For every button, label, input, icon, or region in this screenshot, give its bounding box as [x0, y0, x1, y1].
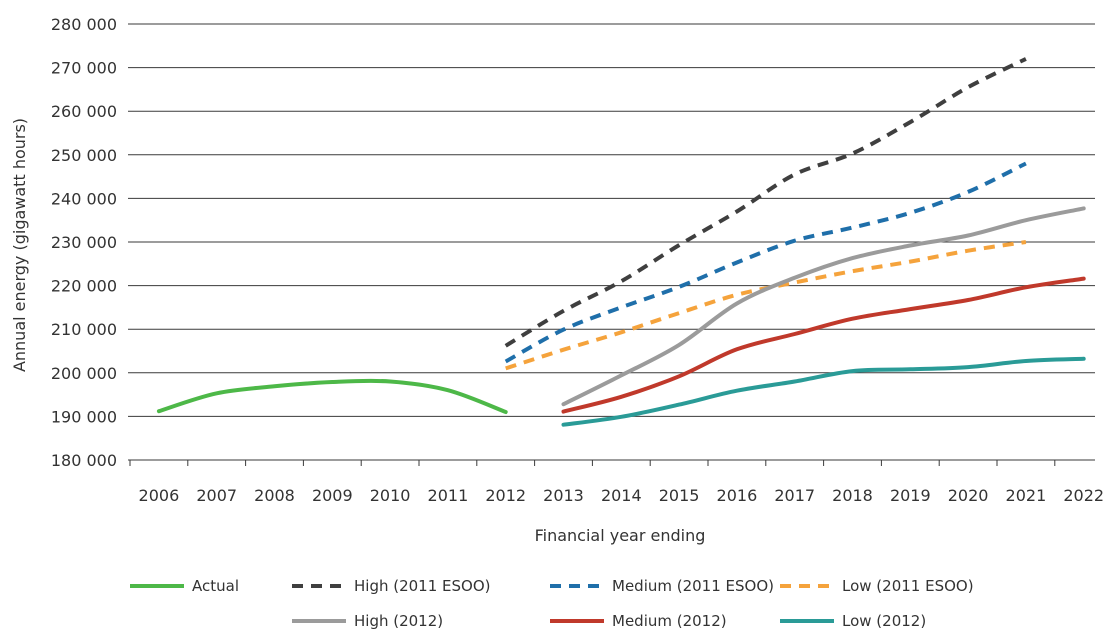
y-tick-label: 260 000: [51, 102, 117, 121]
x-axis: 2006 2007 2008 2009 2010 2011 2012 2013 2014 2015…: [129, 460, 1104, 505]
x-tick-label: 2017: [774, 486, 815, 505]
y-tick-label: 200 000: [51, 364, 117, 383]
series-line-high-2012: [561, 206, 1086, 407]
legend-label-high-2012: High (2012): [354, 612, 443, 630]
x-tick-label: 2021: [1006, 486, 1047, 505]
y-tick-label: 270 000: [51, 59, 117, 78]
x-tick-label: 2015: [659, 486, 700, 505]
y-tick-label: 180 000: [51, 451, 117, 470]
x-axis-title: Financial year ending: [535, 526, 706, 545]
y-axis-title: Annual energy (gigawatt hours): [10, 118, 29, 372]
series-line-medium-2012: [561, 276, 1086, 414]
series-line-medium-2011-esoo: [504, 161, 1027, 364]
y-tick-label: 230 000: [51, 233, 117, 252]
x-tick-label: 2006: [139, 486, 180, 505]
x-tick-label: 2009: [312, 486, 353, 505]
x-tick-label: 2016: [717, 486, 758, 505]
y-tick-label: 280 000: [51, 15, 117, 34]
x-tick-label: 2019: [890, 486, 931, 505]
series-line-high-2011-esoo: [504, 57, 1027, 348]
x-tick-label: 2010: [370, 486, 411, 505]
y-tick-label: 190 000: [51, 407, 117, 426]
legend: Actual High (2011 ESOO) Medium (2011 ESOO)…: [130, 577, 974, 630]
x-tick-label: 2018: [832, 486, 873, 505]
series-line-actual: [156, 378, 508, 414]
x-tick-label: 2008: [254, 486, 295, 505]
y-tick-label: 240 000: [51, 189, 117, 208]
y-tick-label: 250 000: [51, 146, 117, 165]
legend-label-high-2011-esoo: High (2011 ESOO): [354, 577, 491, 595]
series-line-low-2012: [561, 356, 1086, 427]
y-axis: 180 000 190 000 200 000 210 000 220 000 230 0…: [51, 15, 117, 470]
legend-label-low-2011-esoo: Low (2011 ESOO): [842, 577, 974, 595]
legend-label-low-2012: Low (2012): [842, 612, 926, 630]
x-tick-label: 2020: [948, 486, 989, 505]
y-tick-label: 210 000: [51, 320, 117, 339]
x-tick-label: 2007: [196, 486, 237, 505]
x-tick-label: 2013: [543, 486, 584, 505]
x-tick-label: 2022: [1063, 486, 1104, 505]
gridlines: [128, 23, 1095, 461]
legend-label-medium-2011-esoo: Medium (2011 ESOO): [612, 577, 774, 595]
x-tick-label: 2011: [428, 486, 469, 505]
y-tick-label: 220 000: [51, 277, 117, 296]
series-lines: [156, 57, 1086, 427]
legend-label-medium-2012: Medium (2012): [612, 612, 727, 630]
x-tick-label: 2014: [601, 486, 642, 505]
x-tick-label: 2012: [485, 486, 526, 505]
legend-label-actual: Actual: [192, 577, 239, 595]
